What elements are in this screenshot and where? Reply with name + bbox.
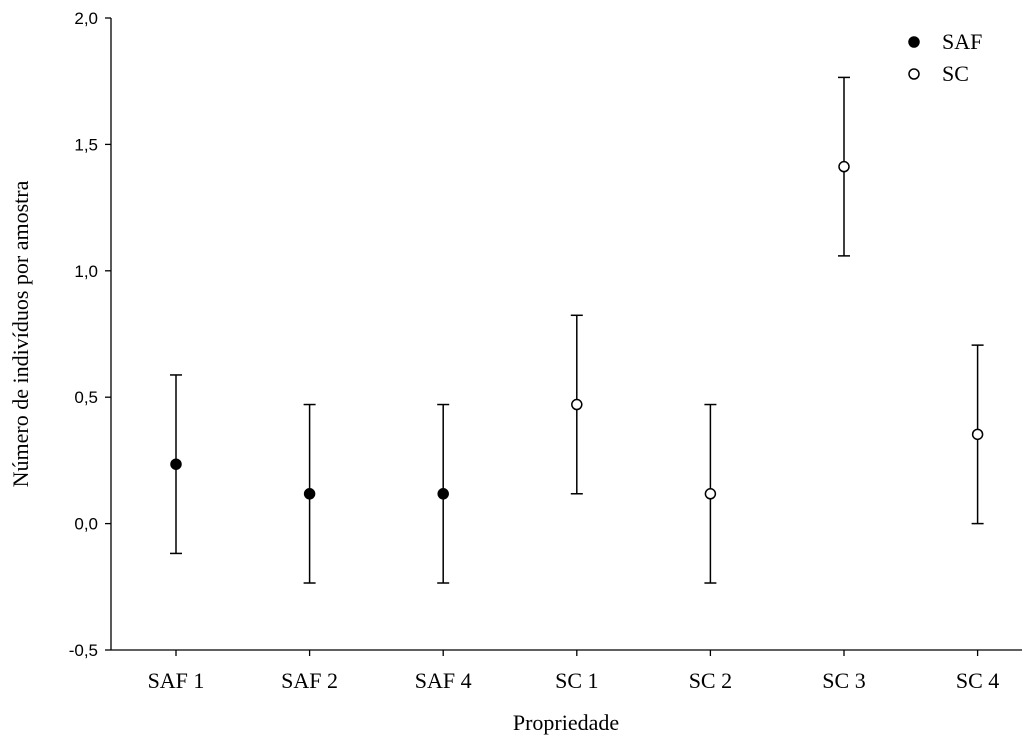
- axes: [110, 18, 1022, 651]
- legend-label: SC: [942, 61, 969, 86]
- point-marker: [704, 488, 717, 500]
- y-tick-label: 0,0: [74, 515, 98, 534]
- data-point-saf-2: [303, 403, 316, 584]
- data-point-sc-1: [570, 314, 583, 495]
- point-marker: [571, 398, 583, 411]
- legend-marker: [908, 36, 920, 48]
- x-tick-label: SC 2: [689, 668, 732, 693]
- point-marker: [838, 160, 850, 173]
- point-marker: [170, 458, 182, 470]
- x-tick-label: SAF 1: [148, 668, 205, 693]
- data-marks: [170, 76, 984, 584]
- y-axis-title: Número de indivíduos por amostra: [8, 180, 33, 487]
- x-ticks: SAF 1 SAF 2 SAF 4 SC 1 SC 2 SC 3 SC 4: [148, 650, 999, 693]
- x-axis-title: Propriedade: [513, 710, 619, 735]
- y-tick-label: 1,0: [74, 262, 98, 281]
- y-tick-label: 2,0: [74, 9, 98, 28]
- x-tick-label: SC 1: [555, 668, 598, 693]
- y-ticks: -0,5 0,0 0,5 1,0 1,5 2,0: [69, 9, 111, 660]
- x-tick-label: SC 4: [956, 668, 999, 693]
- data-point-sc-4: [971, 344, 984, 525]
- x-tick-label: SC 3: [822, 668, 865, 693]
- data-point-sc-3: [838, 76, 850, 257]
- point-marker: [437, 488, 449, 500]
- legend-marker: [908, 68, 920, 80]
- data-point-saf-4: [437, 403, 450, 584]
- legend-label: SAF: [942, 29, 982, 54]
- x-tick-label: SAF 4: [415, 668, 472, 693]
- x-tick-label: SAF 2: [281, 668, 338, 693]
- legend: SAF SC: [908, 29, 982, 86]
- y-tick-label: 1,5: [74, 135, 98, 154]
- y-tick-label: 0,5: [74, 388, 98, 407]
- point-marker: [971, 428, 984, 441]
- y-tick-label: -0,5: [69, 641, 98, 660]
- data-point-sc-2: [704, 403, 717, 584]
- point-marker: [303, 488, 316, 500]
- data-point-saf-1: [170, 374, 182, 555]
